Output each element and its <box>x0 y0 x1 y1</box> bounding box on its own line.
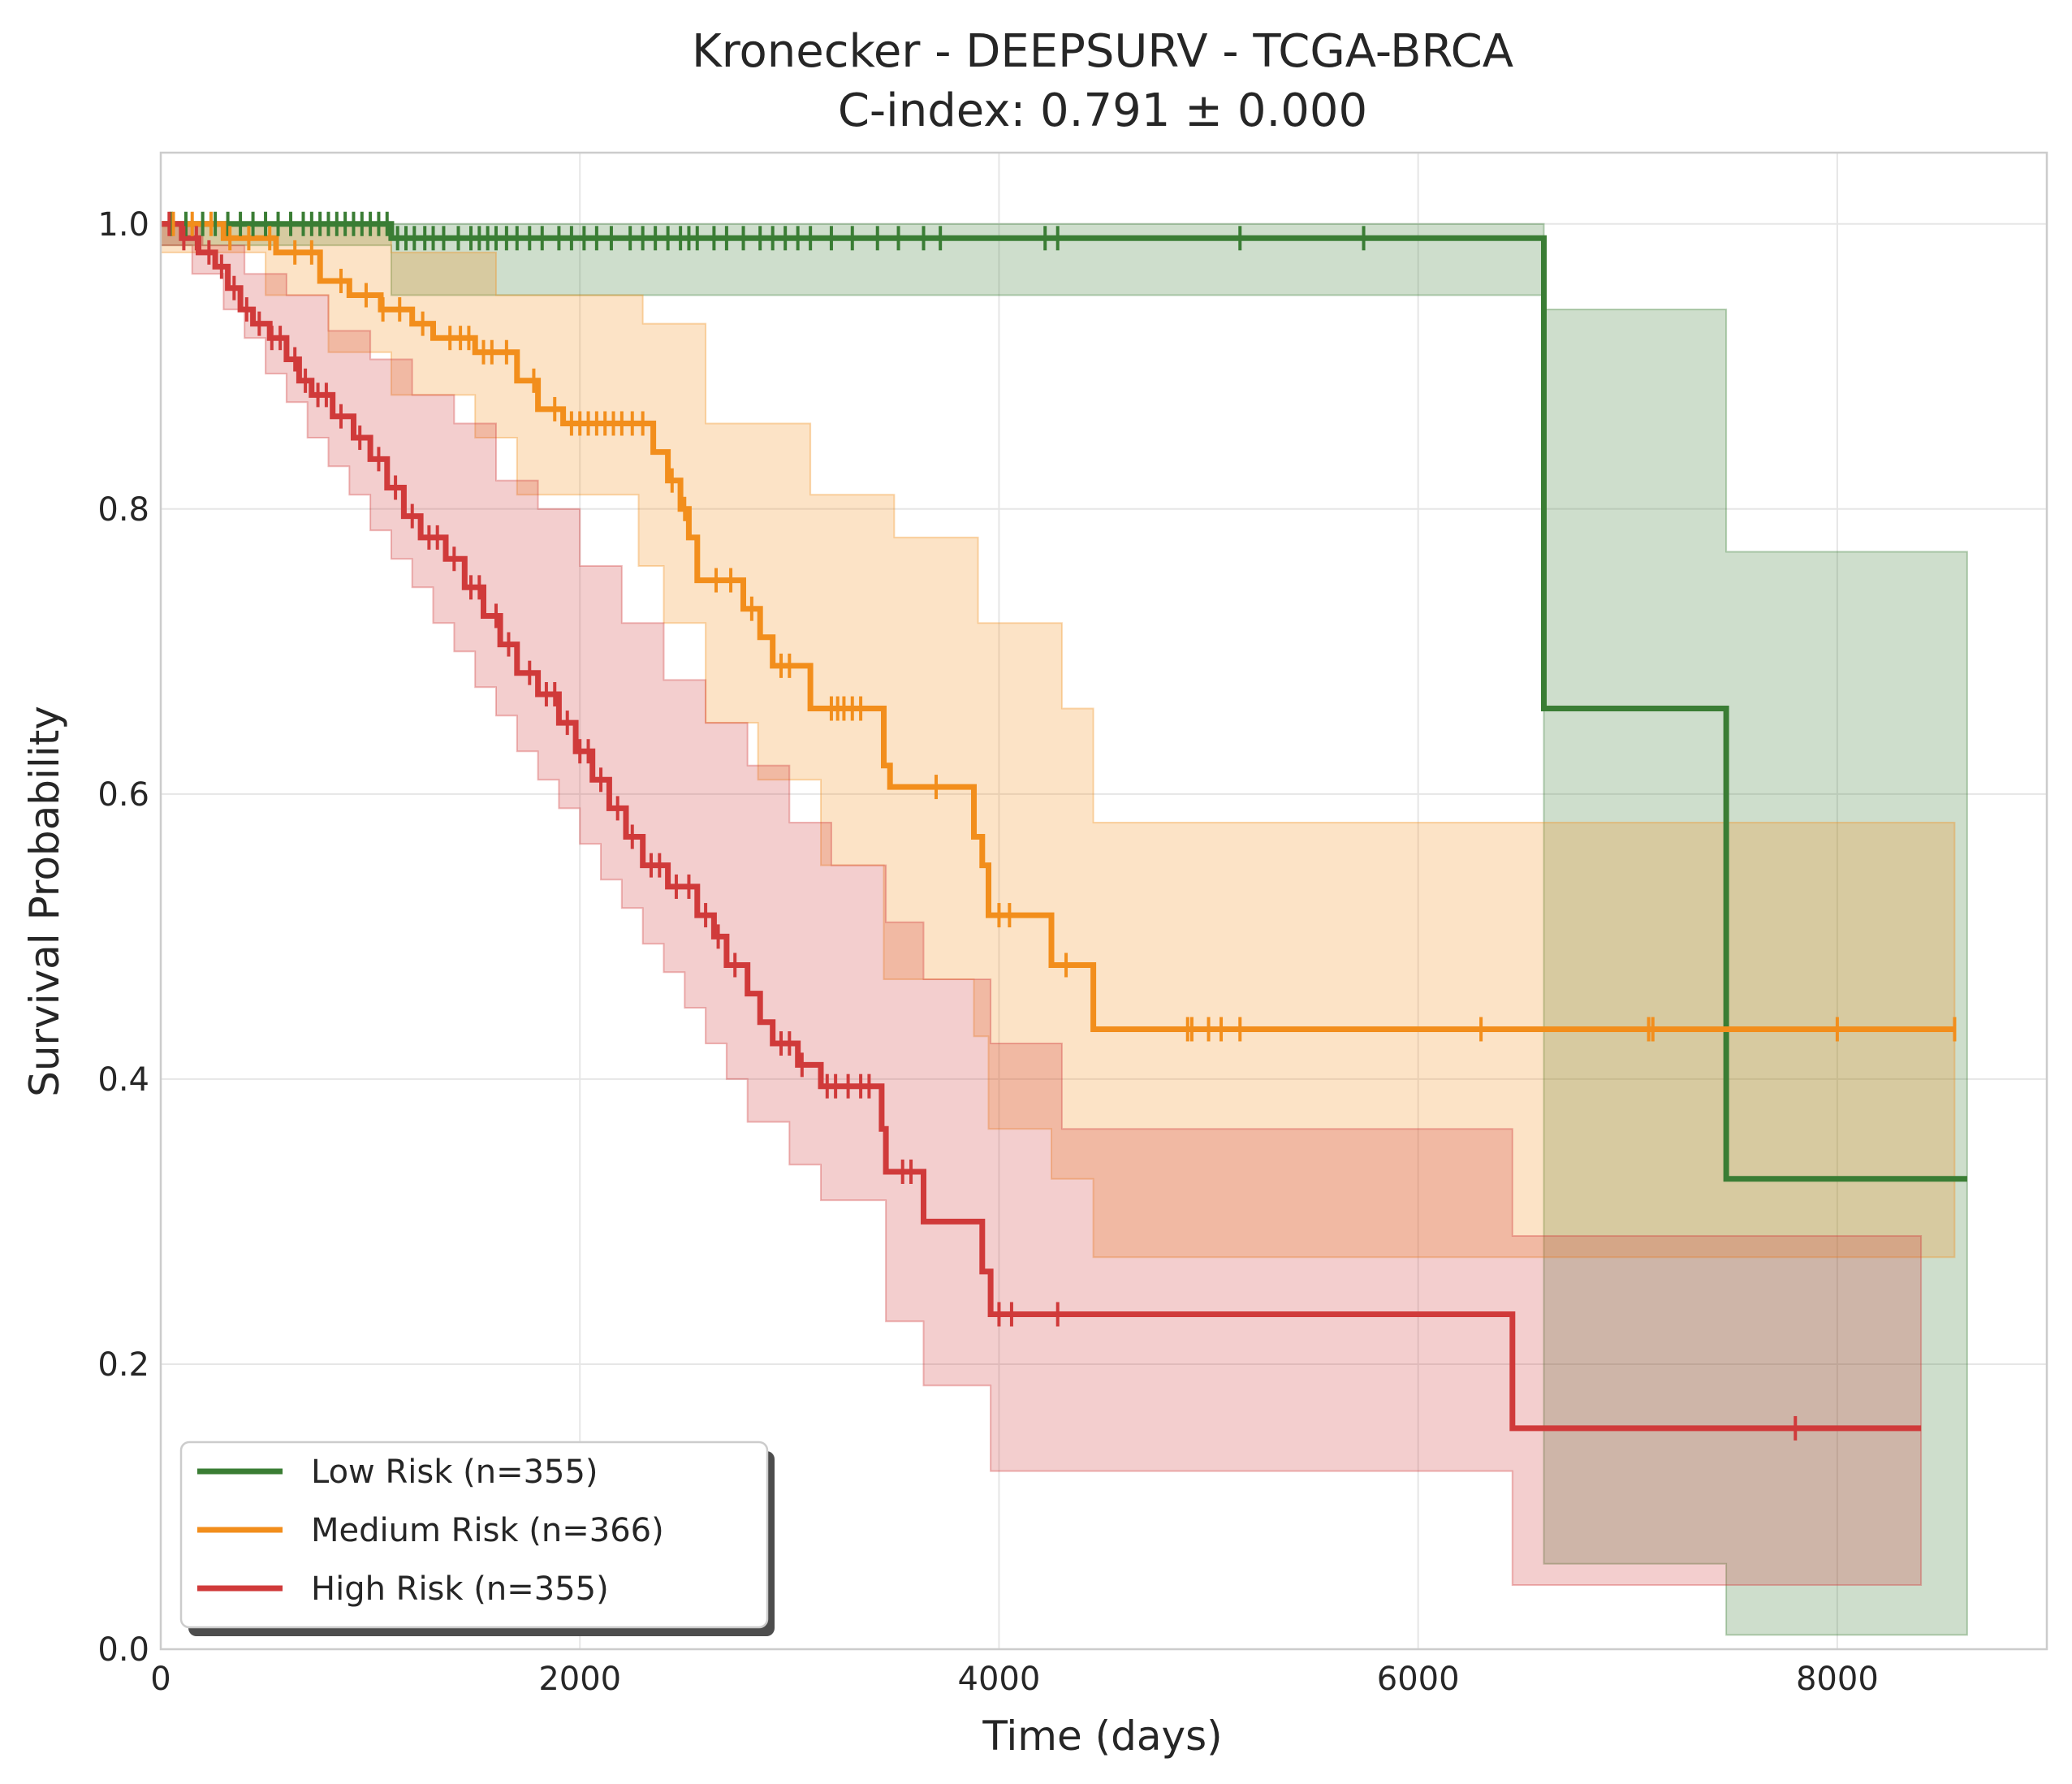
medium-risk-curve <box>161 221 1955 1032</box>
y-tick-label: 0.6 <box>97 776 149 814</box>
y-tick-label: 0.4 <box>97 1061 149 1099</box>
low-risk-ci-band <box>160 222 1968 1636</box>
x-tick-label: 6000 <box>1377 1661 1460 1698</box>
high-risk-curve <box>161 221 1922 1432</box>
high-risk-ci-band <box>160 222 1923 1586</box>
legend-label-high: High Risk (n=355) <box>311 1570 609 1608</box>
x-tick-labels: 0 2000 4000 6000 8000 <box>150 1661 1879 1698</box>
chart-title: Kronecker - DEEPSURV - TCGA-BRCA <box>692 25 1513 78</box>
confidence-bands <box>160 222 1968 1636</box>
y-tick-label: 0.0 <box>97 1631 149 1669</box>
legend-box <box>179 1441 769 1629</box>
x-tick-label: 4000 <box>958 1661 1041 1698</box>
medium-risk-ci-band <box>160 222 1956 1259</box>
y-tick-label: 0.8 <box>97 491 149 529</box>
chart-subtitle: C-index: 0.791 ± 0.000 <box>838 84 1367 137</box>
y-tick-label: 0.2 <box>97 1346 149 1384</box>
x-axis-label: Time (days) <box>982 1713 1222 1760</box>
legend-label-medium: Medium Risk (n=366) <box>311 1512 664 1549</box>
low-risk-curve <box>161 221 1967 1182</box>
y-tick-labels: 0.0 0.2 0.4 0.6 0.8 1.0 <box>97 206 149 1669</box>
censor-marks <box>167 211 1957 1441</box>
legend: Low Risk (n=355) Medium Risk (n=366) High … <box>179 1441 775 1636</box>
x-tick-label: 8000 <box>1796 1661 1879 1698</box>
y-tick-label: 1.0 <box>97 206 149 244</box>
x-tick-label: 0 <box>150 1661 171 1698</box>
survival-curves <box>161 221 1967 1432</box>
legend-label-low: Low Risk (n=355) <box>311 1454 598 1491</box>
x-tick-label: 2000 <box>538 1661 621 1698</box>
grid-lines <box>160 153 2047 1650</box>
legend-items: Low Risk (n=355) Medium Risk (n=366) High … <box>197 1454 664 1608</box>
plot-frame <box>159 151 2048 1651</box>
y-axis-label: Survival Probability <box>21 706 68 1097</box>
